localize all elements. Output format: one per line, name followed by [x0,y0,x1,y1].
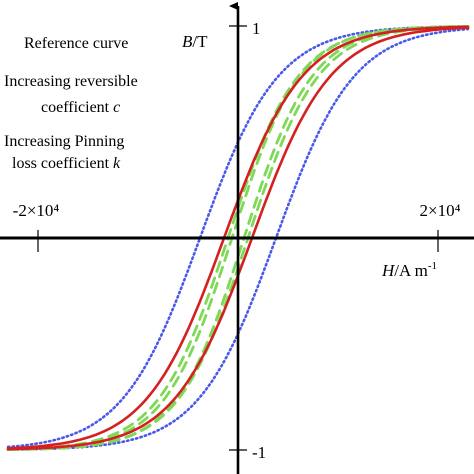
y-axis-label: B/T [182,32,208,51]
legend-reversible-line1: Increasing reversible [4,73,138,90]
x-tick-label-1: 2×10⁴ [419,201,460,220]
legend-pinning-line1: Increasing Pinning [4,133,124,150]
y-tick-label-0: 1 [252,19,261,38]
legend-pinning-line2: loss coefficient k [12,155,121,172]
x-axis-label: H/A m-1 [381,260,437,280]
legend-reference-curve: Reference curve [24,35,128,52]
legend: Reference curve Increasing reversible co… [4,35,138,172]
x-tick-label-0: -2×10⁴ [13,201,60,220]
legend-reversible-line2: coefficient c [41,99,120,116]
y-tick-label-1: -1 [252,443,266,462]
tick-layer: -2×10⁴ 2×10⁴ 1 -1 [13,19,461,462]
